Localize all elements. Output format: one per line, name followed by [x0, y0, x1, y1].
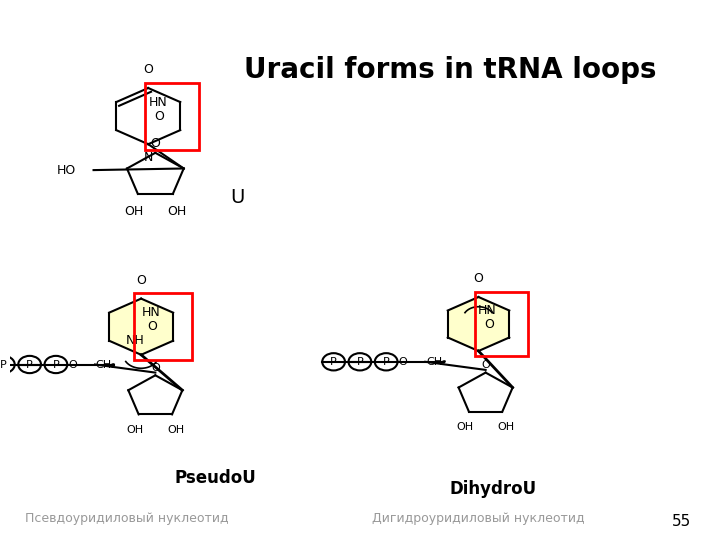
- Text: O: O: [136, 274, 146, 287]
- Text: PseudoU: PseudoU: [175, 469, 256, 487]
- Text: OH: OH: [167, 425, 184, 435]
- Text: HO: HO: [57, 164, 76, 177]
- Text: N: N: [143, 151, 153, 164]
- Text: OH: OH: [456, 422, 474, 433]
- Text: HN: HN: [478, 304, 497, 317]
- Text: OH: OH: [125, 205, 144, 218]
- Text: CH₂: CH₂: [426, 357, 446, 367]
- Text: O: O: [155, 110, 165, 123]
- Text: O: O: [484, 318, 494, 330]
- Text: P: P: [356, 357, 364, 367]
- Text: Uracil forms in tRNA loops: Uracil forms in tRNA loops: [244, 56, 657, 84]
- Text: O: O: [148, 320, 158, 333]
- Text: DihydroU: DihydroU: [449, 480, 536, 498]
- Text: OH: OH: [498, 422, 514, 433]
- Polygon shape: [109, 299, 173, 355]
- Text: P: P: [53, 360, 59, 369]
- Text: O: O: [68, 360, 77, 369]
- Text: HN: HN: [142, 306, 161, 319]
- Text: U: U: [230, 187, 244, 207]
- Text: Псевдоуридиловый нуклеотид: Псевдоуридиловый нуклеотид: [25, 512, 229, 525]
- Text: HN: HN: [149, 96, 168, 109]
- Text: CH₂: CH₂: [96, 360, 117, 369]
- Bar: [145, 83, 199, 150]
- Bar: [134, 293, 192, 360]
- Text: Дигидроуридиловый нуклеотид: Дигидроуридиловый нуклеотид: [372, 512, 585, 525]
- Text: O: O: [150, 137, 161, 150]
- Text: O: O: [143, 63, 153, 76]
- Text: OH: OH: [167, 205, 186, 218]
- Text: P: P: [26, 360, 33, 369]
- Text: O: O: [481, 360, 490, 370]
- Text: O: O: [474, 272, 483, 285]
- Text: O: O: [399, 357, 408, 367]
- Text: O: O: [151, 362, 160, 373]
- Polygon shape: [448, 297, 509, 351]
- Text: OH: OH: [127, 425, 144, 435]
- Text: 55: 55: [672, 514, 692, 529]
- Text: P: P: [383, 357, 390, 367]
- Text: P: P: [330, 357, 337, 367]
- Text: NH: NH: [126, 334, 145, 347]
- Bar: [475, 292, 528, 356]
- Text: P: P: [0, 360, 6, 369]
